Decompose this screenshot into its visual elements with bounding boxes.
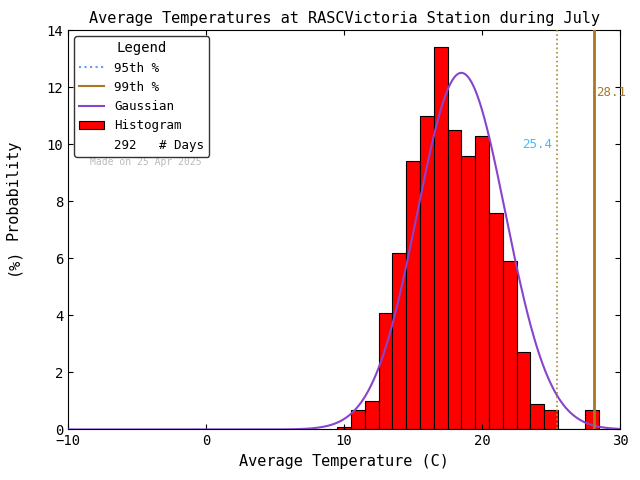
Bar [434, 47, 447, 430]
Bar [516, 352, 531, 430]
Bar [489, 213, 503, 430]
Text: Probability: Probability [6, 140, 20, 240]
Bar [392, 252, 406, 430]
Text: 25.4: 25.4 [522, 138, 552, 151]
Bar [406, 161, 420, 430]
Legend: 95th %, 99th %, Gaussian, Histogram, 292   # Days: 95th %, 99th %, Gaussian, Histogram, 292… [74, 36, 209, 156]
Bar [586, 409, 599, 430]
Text: (%): (%) [6, 248, 20, 276]
Bar [544, 409, 558, 430]
Bar [447, 130, 461, 430]
Bar [365, 401, 379, 430]
Bar [461, 156, 475, 430]
Bar [337, 427, 351, 430]
Bar [420, 116, 434, 430]
Text: Made on 25 Apr 2025: Made on 25 Apr 2025 [90, 157, 202, 167]
Bar [475, 136, 489, 430]
Text: 28.1: 28.1 [596, 86, 627, 99]
X-axis label: Average Temperature (C): Average Temperature (C) [239, 454, 449, 469]
Bar [351, 409, 365, 430]
Bar [531, 404, 544, 430]
Bar [379, 312, 392, 430]
Bar [503, 261, 516, 430]
Title: Average Temperatures at RASCVictoria Station during July: Average Temperatures at RASCVictoria Sta… [88, 11, 600, 26]
